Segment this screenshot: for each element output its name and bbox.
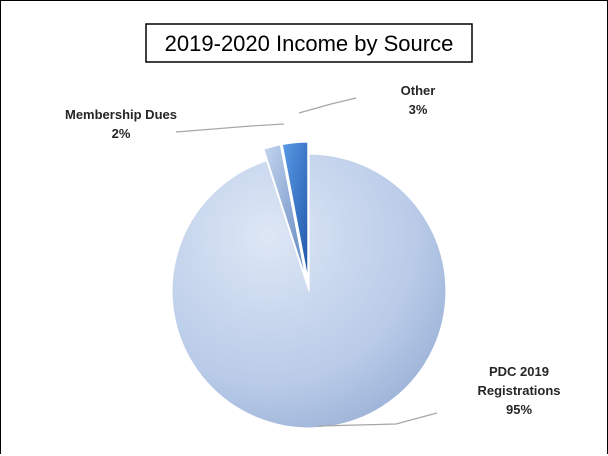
leader-line-pdc-2019-registrations <box>318 412 438 427</box>
pie-slice-pdc-2019-registrations <box>171 153 447 429</box>
data-labels: PDC 2019 Registrations 95% Membership Dues 2… <box>65 83 561 417</box>
pie-slice-other <box>281 141 309 280</box>
leader-line-membership-dues <box>175 123 285 133</box>
leader-lines <box>175 97 438 427</box>
data-label-other: Other 3% <box>401 83 436 117</box>
data-label-membership-dues: Membership Dues 2% <box>65 107 177 141</box>
leader-line-other <box>298 97 357 114</box>
chart-title: 2019-2020 Income by Source <box>165 31 454 56</box>
pie-slices <box>171 141 447 429</box>
pie-slice-membership-dues <box>262 144 307 280</box>
data-label-pdc-2019-registrations: PDC 2019 Registrations 95% <box>477 364 560 417</box>
chart-title-box <box>145 23 473 63</box>
